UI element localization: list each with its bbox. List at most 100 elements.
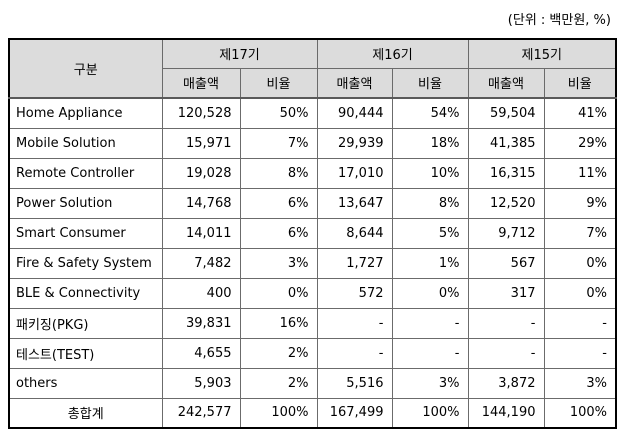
value-cell: 14,011 — [161, 217, 241, 249]
category-cell: 테스트(TEST) — [8, 337, 163, 369]
value-cell: 400 — [161, 277, 241, 309]
value-cell: 1,727 — [316, 247, 393, 279]
table-row: BLE & Connectivity 400 0% 572 0% 317 0% — [8, 277, 617, 309]
value-cell: 8% — [239, 157, 318, 189]
value-cell: 3% — [391, 367, 469, 399]
value-cell: 100% — [239, 397, 318, 429]
value-cell: 10% — [391, 157, 469, 189]
value-cell: 90,444 — [316, 97, 393, 129]
value-cell: 12,520 — [467, 187, 545, 219]
value-cell: 0% — [391, 277, 469, 309]
value-cell: 9% — [543, 187, 617, 219]
value-cell: - — [467, 307, 545, 339]
value-cell: 0% — [543, 247, 617, 279]
value-cell: 5,903 — [161, 367, 241, 399]
value-cell: 5,516 — [316, 367, 393, 399]
value-cell: 7% — [239, 127, 318, 159]
value-cell: - — [543, 307, 617, 339]
value-cell: 29,939 — [316, 127, 393, 159]
category-header: 구분 — [8, 38, 163, 99]
value-cell: 567 — [467, 247, 545, 279]
value-cell: 18% — [391, 127, 469, 159]
table-row: others 5,903 2% 5,516 3% 3,872 3% — [8, 367, 617, 399]
revenue-subheader-16: 매출액 — [316, 67, 393, 99]
value-cell: 50% — [239, 97, 318, 129]
table-row: Remote Controller 19,028 8% 17,010 10% 1… — [8, 157, 617, 189]
value-cell: 3,872 — [467, 367, 545, 399]
value-cell: 15,971 — [161, 127, 241, 159]
value-cell: 317 — [467, 277, 545, 309]
category-cell: Home Appliance — [8, 97, 163, 129]
value-cell: 0% — [239, 277, 318, 309]
value-cell: 16% — [239, 307, 318, 339]
value-cell: 1% — [391, 247, 469, 279]
value-cell: - — [316, 337, 393, 369]
category-cell: Smart Consumer — [8, 217, 163, 249]
table-row: Smart Consumer 14,011 6% 8,644 5% 9,712 … — [8, 217, 617, 249]
ratio-subheader-15: 비율 — [543, 67, 617, 99]
value-cell: 17,010 — [316, 157, 393, 189]
value-cell: 167,499 — [316, 397, 393, 429]
revenue-subheader-15: 매출액 — [467, 67, 545, 99]
value-cell: 54% — [391, 97, 469, 129]
table-header: 구분 제17기 제16기 제15기 매출액 비율 매출액 비율 매출액 비율 — [8, 38, 617, 99]
category-cell: Power Solution — [8, 187, 163, 219]
value-cell: - — [391, 307, 469, 339]
value-cell: 4,655 — [161, 337, 241, 369]
value-cell: 242,577 — [161, 397, 241, 429]
period-header-17: 제17기 — [161, 38, 318, 69]
value-cell: 120,528 — [161, 97, 241, 129]
value-cell: 14,768 — [161, 187, 241, 219]
value-cell: 16,315 — [467, 157, 545, 189]
value-cell: 6% — [239, 187, 318, 219]
value-cell: 7% — [543, 217, 617, 249]
segment-revenue-table: 구분 제17기 제16기 제15기 매출액 비율 매출액 비율 매출액 비율 H… — [8, 38, 617, 429]
value-cell: 59,504 — [467, 97, 545, 129]
value-cell: 13,647 — [316, 187, 393, 219]
table-row: Power Solution 14,768 6% 13,647 8% 12,52… — [8, 187, 617, 219]
value-cell: 41% — [543, 97, 617, 129]
ratio-subheader-17: 비율 — [239, 67, 318, 99]
revenue-subheader-17: 매출액 — [161, 67, 241, 99]
table-row: Fire & Safety System 7,482 3% 1,727 1% 5… — [8, 247, 617, 279]
table-row: 테스트(TEST) 4,655 2% - - - - — [8, 337, 617, 369]
value-cell: - — [543, 337, 617, 369]
category-cell: 총합계 — [8, 397, 163, 429]
category-cell: Remote Controller — [8, 157, 163, 189]
value-cell: 144,190 — [467, 397, 545, 429]
value-cell: - — [467, 337, 545, 369]
table-row: Mobile Solution 15,971 7% 29,939 18% 41,… — [8, 127, 617, 159]
value-cell: 0% — [543, 277, 617, 309]
value-cell: 6% — [239, 217, 318, 249]
value-cell: 3% — [543, 367, 617, 399]
value-cell: 8,644 — [316, 217, 393, 249]
value-cell: 41,385 — [467, 127, 545, 159]
value-cell: 8% — [391, 187, 469, 219]
value-cell: 572 — [316, 277, 393, 309]
table-row: 총합계 242,577 100% 167,499 100% 144,190 10… — [8, 397, 617, 429]
category-cell: BLE & Connectivity — [8, 277, 163, 309]
value-cell: 2% — [239, 367, 318, 399]
table-body: Home Appliance 120,528 50% 90,444 54% 59… — [8, 97, 617, 429]
category-cell: others — [8, 367, 163, 399]
value-cell: - — [391, 337, 469, 369]
category-cell: Fire & Safety System — [8, 247, 163, 279]
period-header-row: 구분 제17기 제16기 제15기 — [8, 38, 617, 99]
value-cell: 7,482 — [161, 247, 241, 279]
value-cell: - — [316, 307, 393, 339]
period-header-15: 제15기 — [467, 38, 617, 69]
table-row: Home Appliance 120,528 50% 90,444 54% 59… — [8, 97, 617, 129]
value-cell: 19,028 — [161, 157, 241, 189]
period-header-16: 제16기 — [316, 38, 469, 69]
value-cell: 11% — [543, 157, 617, 189]
value-cell: 5% — [391, 217, 469, 249]
value-cell: 3% — [239, 247, 318, 279]
value-cell: 29% — [543, 127, 617, 159]
category-cell: Mobile Solution — [8, 127, 163, 159]
value-cell: 39,831 — [161, 307, 241, 339]
ratio-subheader-16: 비율 — [391, 67, 469, 99]
table-row: 패키징(PKG) 39,831 16% - - - - — [8, 307, 617, 339]
subheader-row: 매출액 비율 매출액 비율 매출액 비율 — [9, 67, 617, 99]
value-cell: 2% — [239, 337, 318, 369]
